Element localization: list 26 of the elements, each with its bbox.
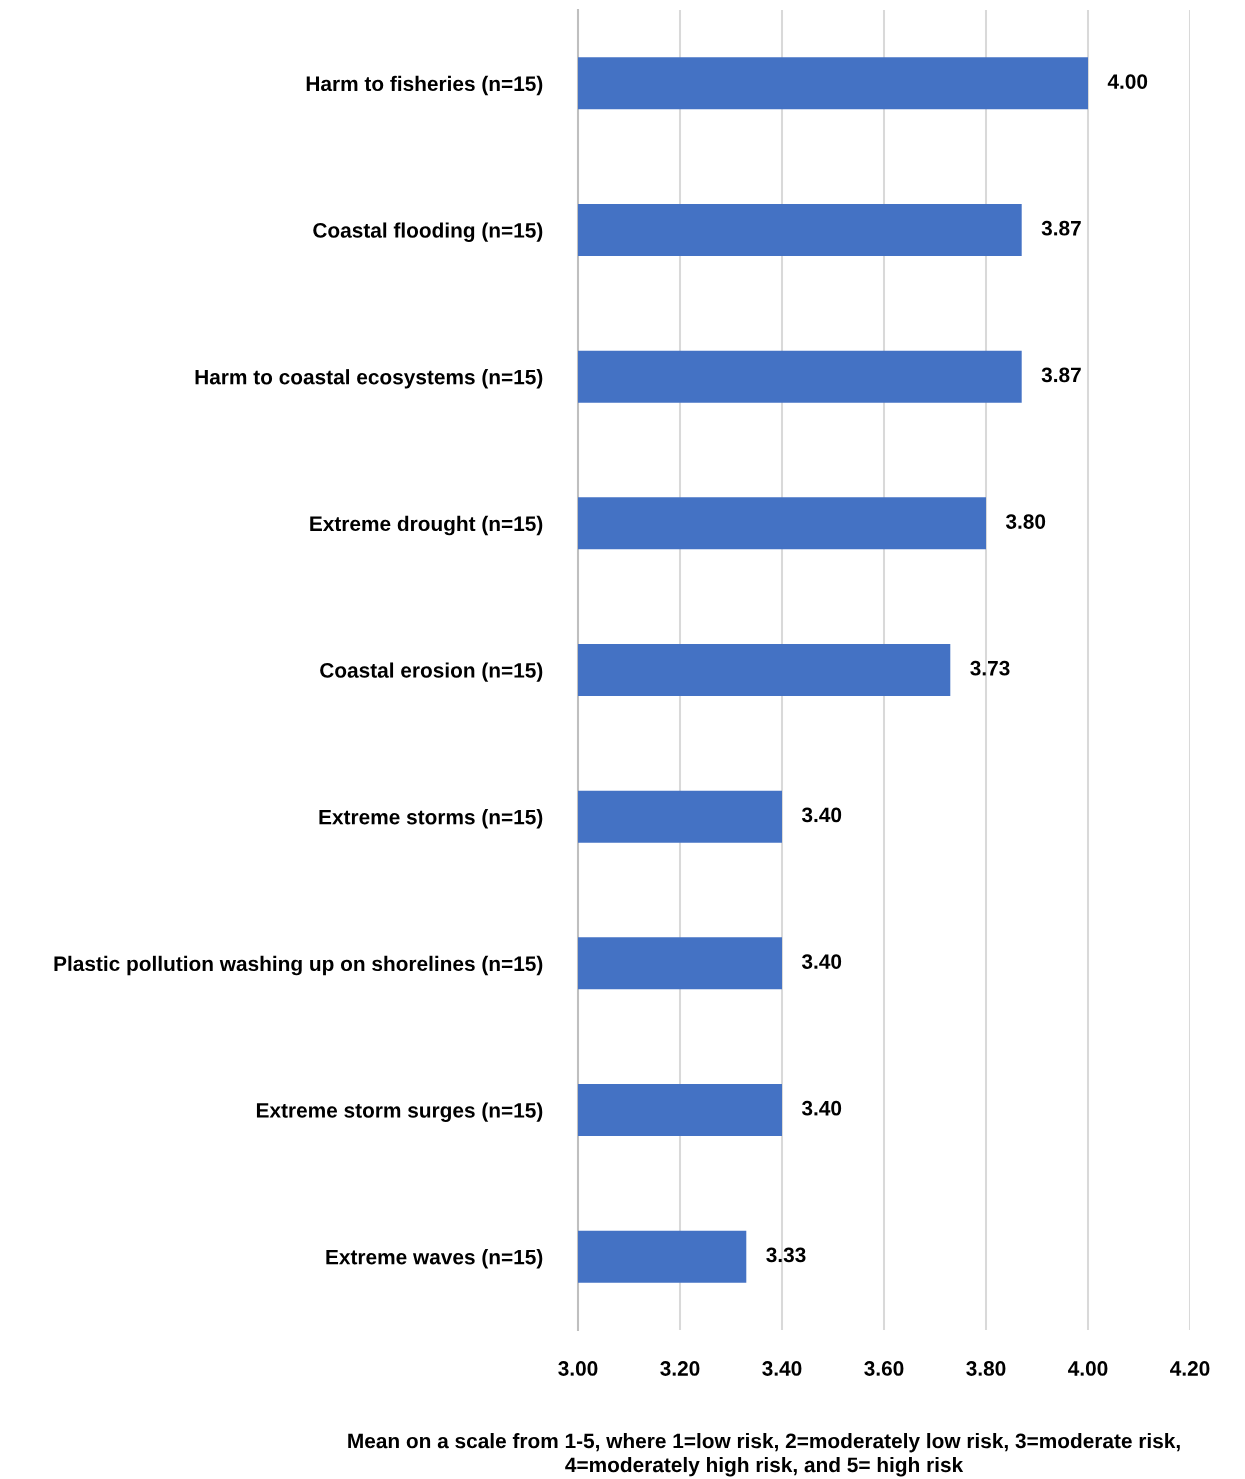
data-label: 3.40 (801, 1100, 842, 1116)
data-label: 3.87 (1041, 220, 1081, 236)
x-axis-title: Mean on a scale from 1-5, where 1=low risk, 2=moderately low risk, 3=moderate risk, 4=moderately high risk, and 5= high risk (348, 1433, 1180, 1477)
y-tick-label: Extreme storm surges (n=15) (256, 1102, 543, 1122)
y-tick-label: Harm to coastal ecosystems (n=15) (195, 369, 543, 389)
x-tick-label: 3.80 (966, 1361, 1006, 1376)
y-tick-label: Extreme drought (n=15) (310, 515, 543, 536)
x-tick-label: 4.20 (1170, 1361, 1210, 1376)
y-tick-label: Coastal flooding (n=15) (313, 222, 543, 242)
data-label: 3.33 (766, 1247, 806, 1263)
y-tick-label: Coastal erosion (n=15) (320, 662, 543, 682)
data-label: 3.73 (970, 660, 1010, 676)
x-tick-label: 3.60 (864, 1361, 904, 1376)
y-tick-label: Harm to fisheries (n=15) (306, 75, 543, 96)
y-tick-label: Extreme storms (n=15) (319, 809, 543, 829)
y-tick-label: Extreme waves (n=15) (326, 1249, 543, 1269)
data-label: 3.80 (1005, 514, 1046, 529)
data-label: 3.40 (801, 954, 842, 969)
data-label: 3.87 (1041, 367, 1081, 383)
x-tick-label: 3.20 (660, 1361, 700, 1376)
data-label: 4.00 (1107, 74, 1148, 89)
x-tick-label: 3.00 (558, 1361, 598, 1376)
data-label: 3.40 (801, 807, 842, 823)
x-tick-label: 4.00 (1068, 1361, 1108, 1376)
y-tick-label: Plastic pollution washing up on shorelines (n=15) (54, 955, 543, 976)
x-tick-label: 3.40 (762, 1361, 802, 1376)
